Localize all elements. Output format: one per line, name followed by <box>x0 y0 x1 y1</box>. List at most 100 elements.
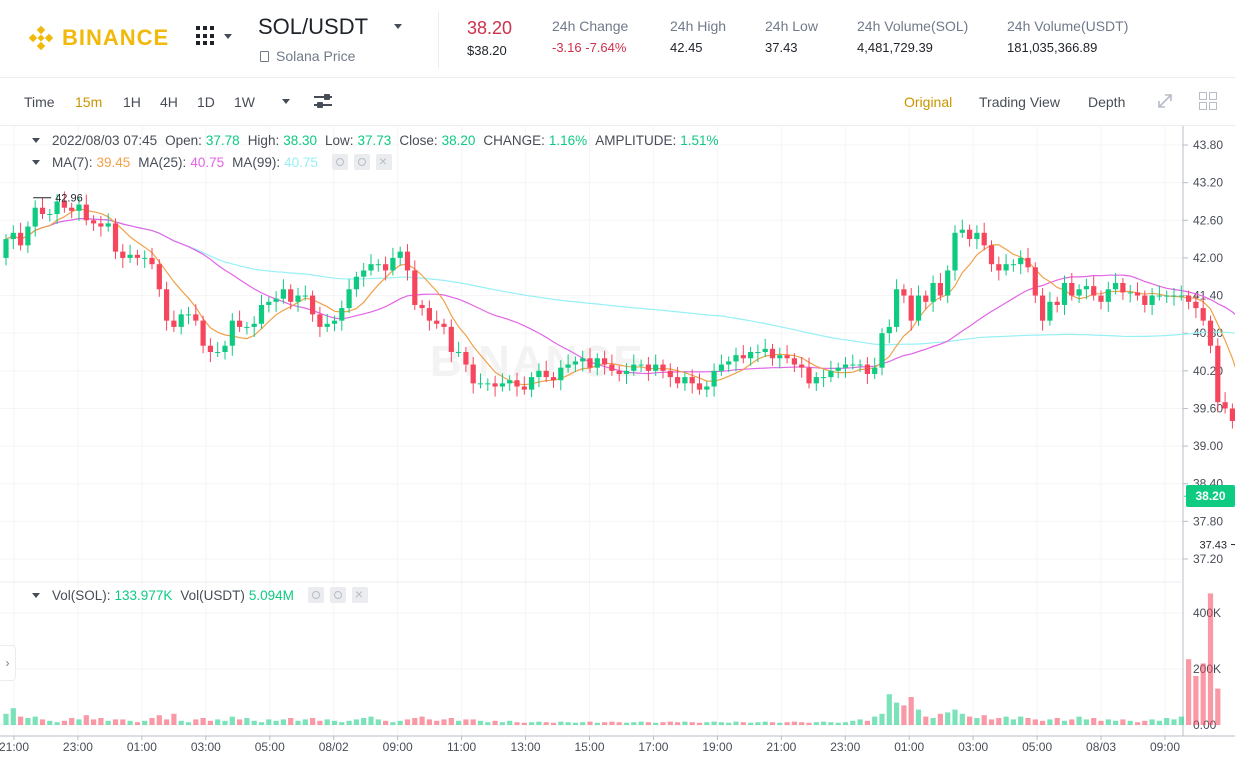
layout-grid-icon[interactable] <box>1199 92 1217 110</box>
candle-body <box>1142 295 1148 305</box>
collapse-caret-icon[interactable] <box>32 138 40 143</box>
volume-bar <box>821 721 827 725</box>
ma25-label: MA(25): <box>138 154 187 170</box>
price-tick-label: 39.00 <box>1193 439 1223 453</box>
low-marker-label: 37.43 <box>1199 540 1227 552</box>
volume-bar <box>1047 719 1053 725</box>
candle-body <box>1193 301 1199 309</box>
settings-icon[interactable] <box>329 587 346 603</box>
interval-1h[interactable]: 1H <box>123 94 141 110</box>
candle-body <box>996 264 1002 271</box>
volume-bar <box>251 720 257 725</box>
candle-body <box>638 364 644 366</box>
candle-body <box>69 207 75 211</box>
volume-bar <box>127 720 133 725</box>
candle-body <box>1171 295 1177 297</box>
volume-bar <box>923 716 929 725</box>
volume-bar <box>69 718 75 725</box>
market-header: BINANCE SOL/USDT Solana Price 38.20 $38.… <box>0 0 1235 78</box>
settings-icon[interactable] <box>353 154 370 170</box>
interval-time[interactable]: Time <box>24 94 55 110</box>
price-tick-label: 39.60 <box>1193 401 1223 415</box>
volume-bar <box>696 722 703 725</box>
binance-logo[interactable]: BINANCE <box>28 24 169 52</box>
candle-body <box>346 289 352 309</box>
volume-bar <box>434 720 440 725</box>
candle-body <box>185 314 192 316</box>
visibility-icon[interactable] <box>331 154 348 170</box>
volume-bar <box>755 722 761 725</box>
time-tick-label: 19:00 <box>702 740 732 754</box>
side-panel-toggle[interactable]: › <box>0 645 16 681</box>
candle-body <box>492 383 498 387</box>
volume-bar <box>1120 719 1126 725</box>
volume-bar <box>390 722 396 725</box>
pair-subtitle[interactable]: Solana Price <box>260 48 355 64</box>
vol-sol-value: 133.977K <box>114 587 173 603</box>
last-price: 38.20 $38.20 <box>467 18 512 58</box>
candle-body <box>91 220 97 224</box>
candle-body <box>426 308 432 321</box>
volume-bar <box>346 720 352 725</box>
interval-15m[interactable]: 15m <box>75 94 103 110</box>
interval-1d[interactable]: 1D <box>197 94 215 110</box>
candle-body <box>1054 301 1060 305</box>
volume-bar <box>1003 716 1009 725</box>
time-tick-label: 01:00 <box>894 740 924 754</box>
collapse-caret-icon[interactable] <box>32 159 40 165</box>
candle-body <box>258 304 265 324</box>
volume-bar <box>952 709 958 725</box>
volume-bar <box>1018 716 1024 725</box>
candle-body <box>791 358 797 365</box>
last-price-value: 38.20 <box>467 18 513 38</box>
volume-bar <box>543 722 549 725</box>
view-depth[interactable]: Depth <box>1088 94 1126 110</box>
volume-bar <box>653 722 659 725</box>
volume-bar <box>456 720 462 725</box>
price-tick-label: 42.00 <box>1193 251 1223 265</box>
visibility-icon[interactable] <box>307 587 324 603</box>
price-tick-label: 43.80 <box>1193 138 1223 152</box>
stat-value: 42.45 <box>670 40 703 55</box>
candle-body <box>675 377 681 384</box>
candle-body <box>412 270 418 305</box>
close-icon[interactable] <box>351 586 368 603</box>
more-intervals-chevron-icon[interactable] <box>282 99 290 104</box>
price-tick-label: 42.60 <box>1193 213 1223 227</box>
fullscreen-icon[interactable] <box>1156 92 1174 110</box>
candlestick-chart[interactable]: 43.8043.2042.6042.0041.4040.8040.2039.60… <box>0 126 1235 760</box>
candle-body <box>602 358 608 365</box>
volume-bar <box>25 718 31 725</box>
volume-bar <box>1142 720 1148 725</box>
view-trading-view[interactable]: Trading View <box>979 94 1060 110</box>
pair-selector[interactable]: SOL/USDT Solana Price <box>258 14 402 64</box>
volume-bar <box>280 719 286 725</box>
candle-body <box>645 364 651 371</box>
volume-bar <box>1076 716 1082 725</box>
volume-bar <box>937 713 943 725</box>
stat-0: 24h Change -3.16 -7.64% <box>552 18 628 55</box>
candle-body <box>908 295 914 321</box>
indicator-settings-icon[interactable] <box>314 93 332 109</box>
candle-body <box>200 320 206 346</box>
close-icon[interactable] <box>375 153 392 170</box>
volume-bar <box>813 722 819 725</box>
volume-bar <box>485 722 491 725</box>
volume-bar <box>638 721 644 725</box>
volume-bar <box>91 719 97 725</box>
candle-body <box>821 377 827 379</box>
volume-bar <box>1105 719 1111 725</box>
candle-body <box>514 380 520 387</box>
view-original[interactable]: Original <box>904 94 953 110</box>
apps-menu[interactable] <box>196 26 232 46</box>
time-tick-label: 09:00 <box>1150 740 1180 754</box>
volume-bar <box>864 720 870 725</box>
volume-bar <box>726 722 732 725</box>
open-value: 37.78 <box>205 133 240 148</box>
volume-bar <box>288 718 294 725</box>
collapse-caret-icon[interactable] <box>32 592 40 598</box>
interval-4h[interactable]: 4H <box>160 94 178 110</box>
volume-bar <box>799 722 805 725</box>
candle-body <box>499 383 505 387</box>
interval-1w[interactable]: 1W <box>234 94 255 110</box>
